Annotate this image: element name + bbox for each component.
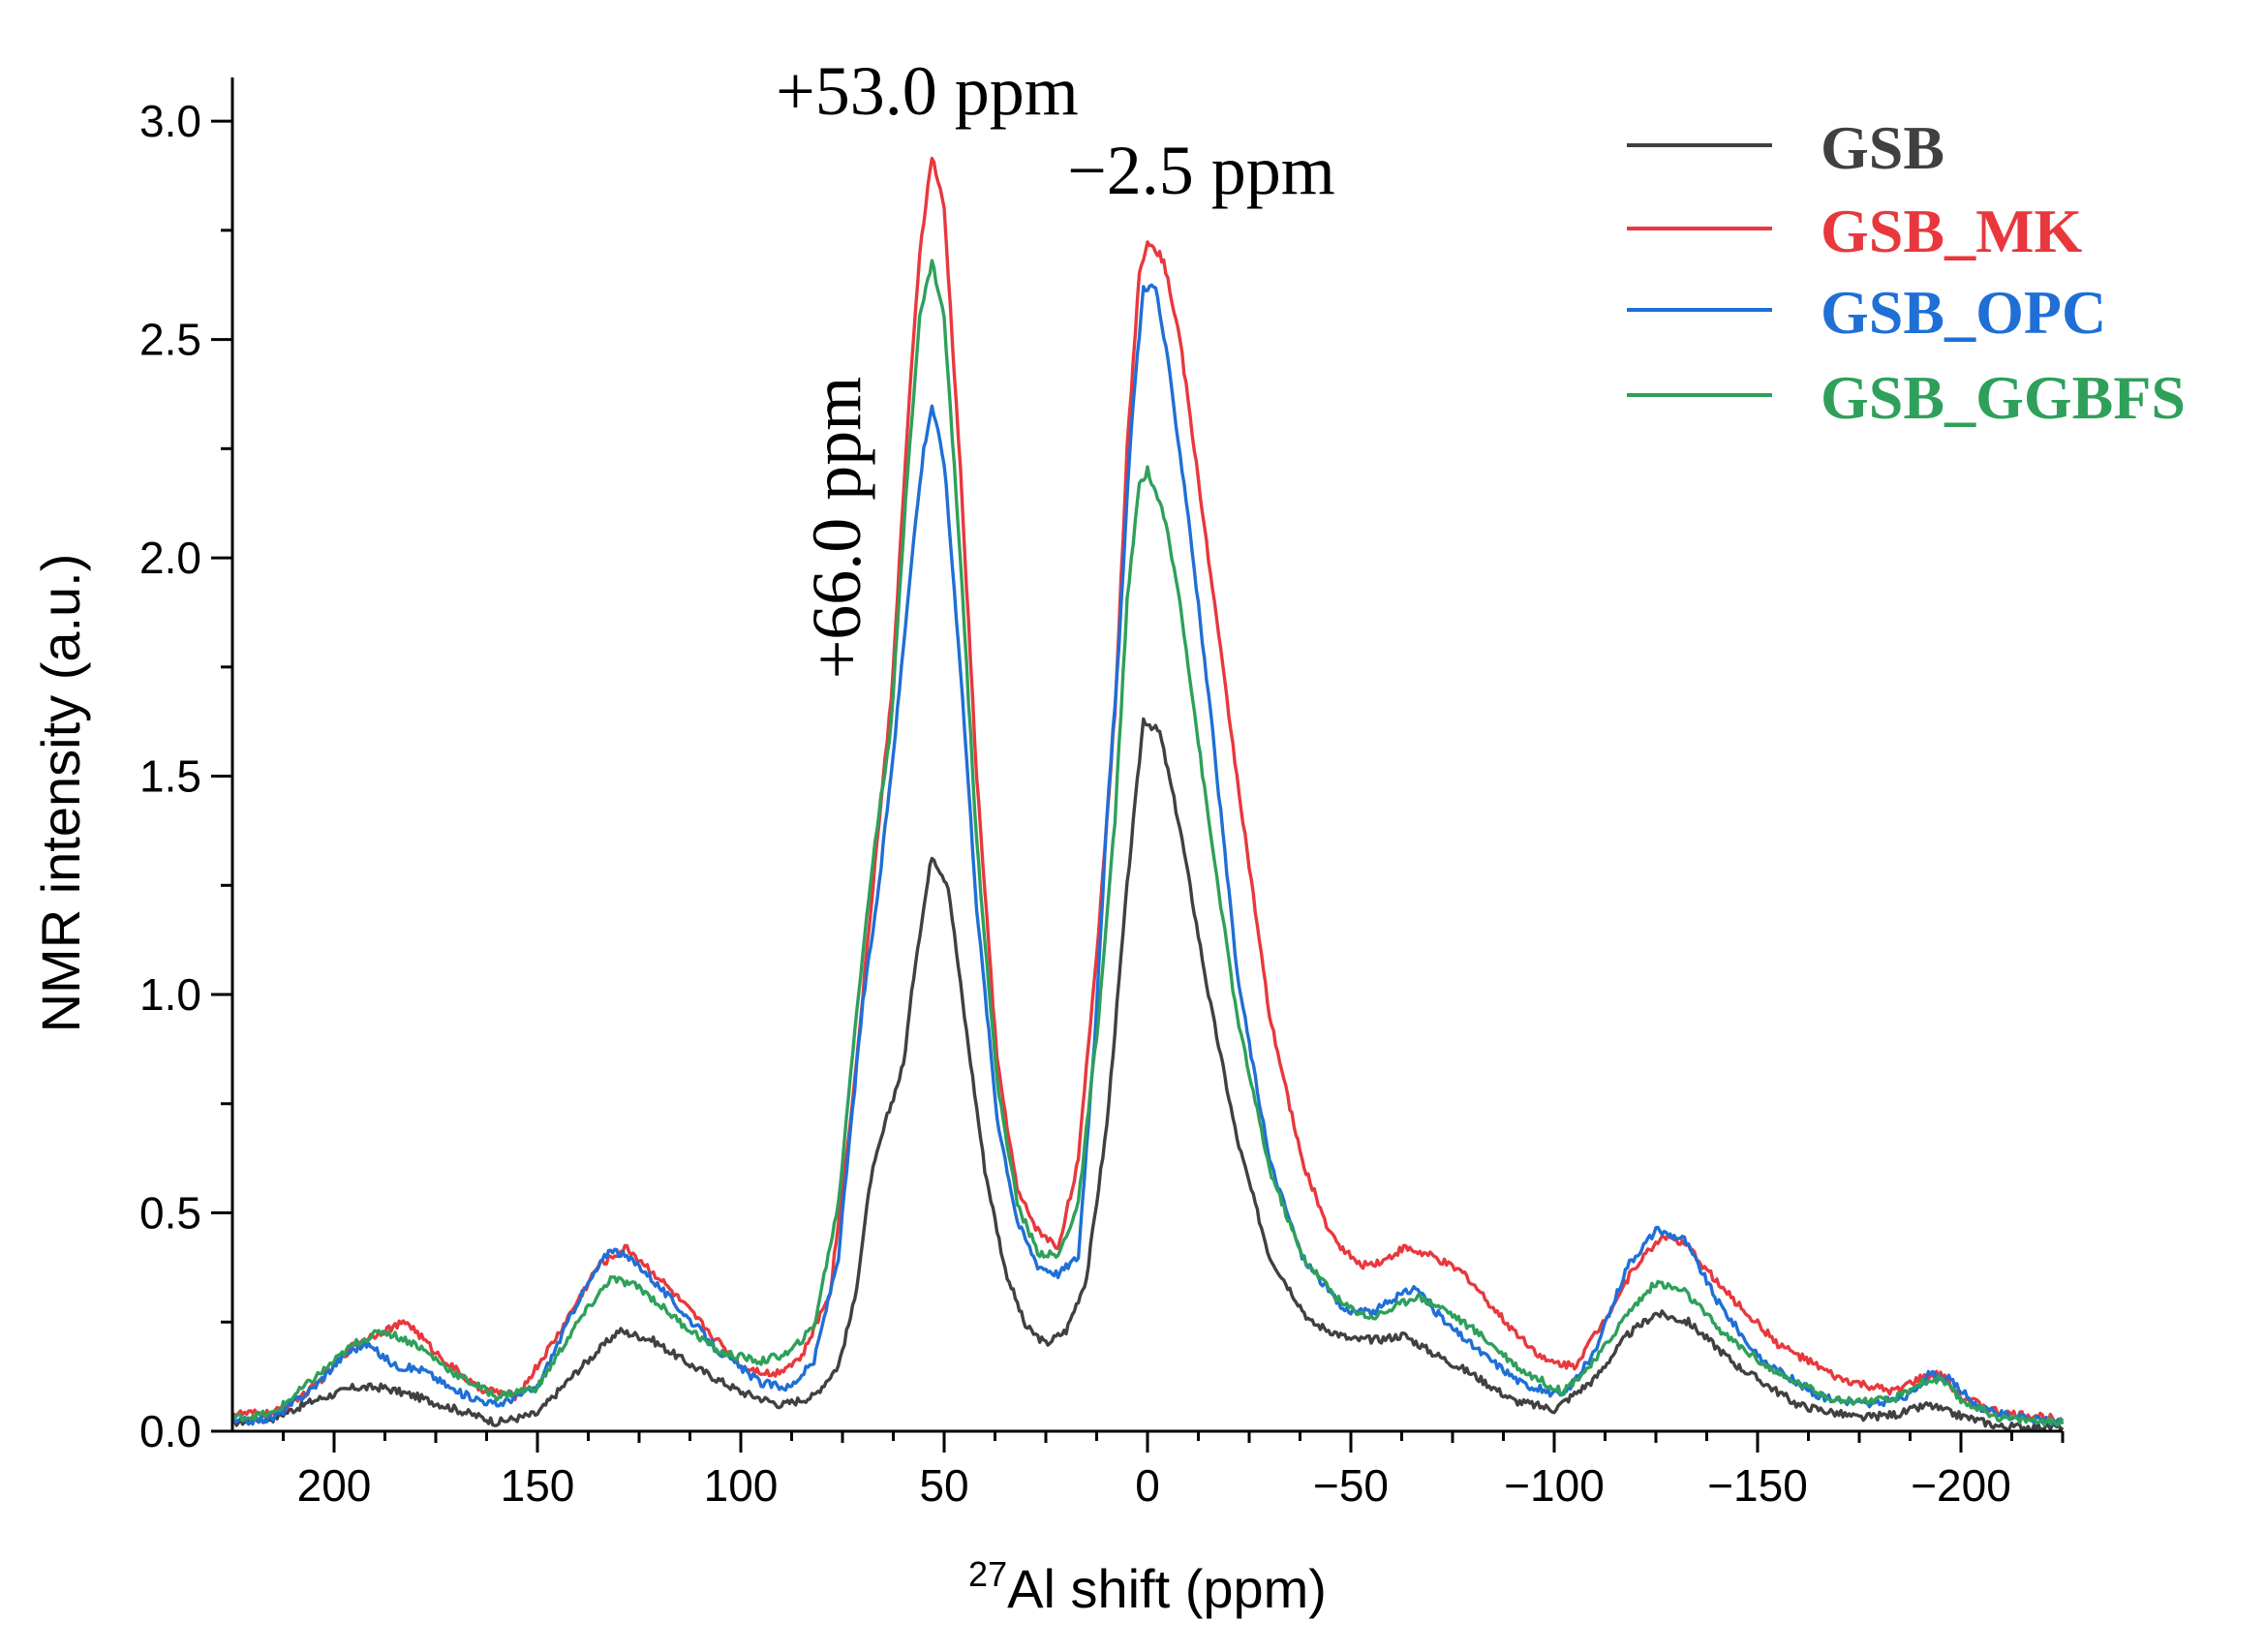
annotations-layer: +53.0 ppm−2.5 ppm +66.0 ppm: [776, 52, 1335, 679]
x-tick-label: 200: [297, 1460, 372, 1511]
x-axis-title-main: Al shift (ppm): [1007, 1558, 1327, 1619]
x-tick-label: −200: [1911, 1460, 2011, 1511]
y-tick-label: 1.5: [139, 751, 201, 802]
series-layer: [230, 156, 2065, 1433]
x-tick-label: −150: [1707, 1460, 1808, 1511]
x-tick-label: −100: [1504, 1460, 1605, 1511]
y-tick-label: 0.5: [139, 1188, 201, 1239]
legend-label-gsb-mk: GSB_MK: [1821, 197, 2082, 265]
series-line-gsb-ggbfs: [231, 259, 2065, 1427]
y-tick-label: 2.0: [139, 533, 201, 583]
legend-label-gsb: GSB: [1821, 113, 1944, 182]
series-line-gsb-opc: [230, 283, 2065, 1426]
annotation-peak-53: +53.0 ppm: [776, 52, 1079, 130]
x-tick-label: −50: [1313, 1460, 1389, 1511]
series-line-gsb: [231, 717, 2065, 1433]
legend-label-gsb-ggbfs: GSB_GGBFS: [1821, 363, 2186, 432]
axes-layer: 200 150 100 50 0 −50 −100 −150 −200 0.0 0.5 1.0 1.5 2…: [30, 77, 2065, 1619]
x-tick-label: 50: [919, 1460, 968, 1511]
legend-label-gsb-opc: GSB_OPC: [1821, 278, 2106, 347]
x-tick-label: 150: [501, 1460, 575, 1511]
x-axis-title-superscript: 27: [968, 1554, 1007, 1594]
y-tick-label: 3.0: [139, 96, 201, 146]
y-axis-title: NMR intensity (a.u.): [30, 554, 91, 1033]
x-axis-title: 27Al shift (ppm): [968, 1554, 1327, 1619]
y-tick-label: 0.0: [139, 1406, 201, 1456]
annotation-peak-minus-2-5: −2.5 ppm: [1067, 132, 1335, 209]
annotation-peak-66: +66.0 ppm: [798, 377, 875, 680]
series-line-gsb-mk: [230, 156, 2064, 1423]
x-tick-label: 0: [1135, 1460, 1160, 1511]
legend: GSB GSB_MK GSB_OPC GSB_GGBFS: [1627, 113, 2186, 432]
y-tick-label: 1.0: [139, 969, 201, 1020]
x-tick-label: 100: [704, 1460, 779, 1511]
y-tick-label: 2.5: [139, 315, 201, 365]
